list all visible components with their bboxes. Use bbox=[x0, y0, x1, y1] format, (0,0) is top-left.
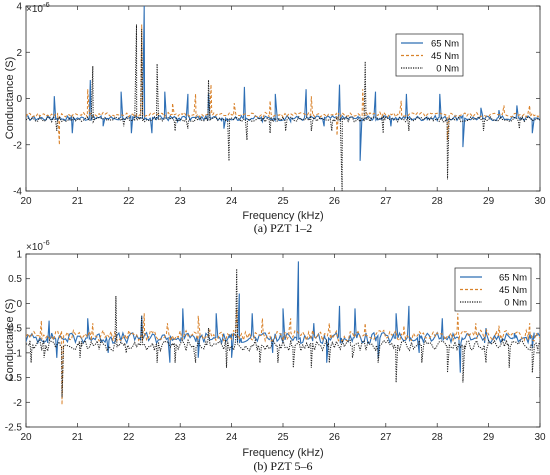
chart-a-x-tick-label: 24 bbox=[226, 196, 238, 207]
chart-a-y-ticks: -4 -2 0 2 4 bbox=[13, 2, 540, 198]
chart-b-x-ticks: 20 21 22 23 24 25 26 27 28 29 30 bbox=[20, 254, 546, 443]
chart-b-y-tick-label: -2 bbox=[13, 398, 22, 409]
chart-b-series-layer bbox=[26, 261, 540, 405]
chart-a-x-tick-label: 27 bbox=[380, 196, 392, 207]
chart-b-x-label: Frequency (kHz) bbox=[242, 447, 323, 459]
chart-b: 20 21 22 23 24 25 26 27 28 29 30 -2.5 -2 -1.5 -1 -0.5 0… bbox=[4, 238, 546, 473]
chart-a-series-line-1 bbox=[26, 24, 540, 145]
chart-a-y-tick-label: 4 bbox=[16, 2, 22, 13]
chart-b-y-tick-label: -2.5 bbox=[5, 423, 23, 434]
chart-a-series-line-0 bbox=[26, 6, 540, 161]
chart-a-x-tick-label: 29 bbox=[483, 196, 495, 207]
chart-b-legend-label: 0 Nm bbox=[504, 298, 527, 309]
chart-a-x-tick-label: 28 bbox=[432, 196, 444, 207]
chart-a-y-tick-label: 2 bbox=[16, 48, 22, 59]
chart-b-legend-label: 65 Nm bbox=[499, 273, 527, 284]
chart-a-y-tick-label: -2 bbox=[13, 140, 22, 151]
chart-a-legend-label: 65 Nm bbox=[431, 39, 459, 50]
chart-b-x-tick-label: 24 bbox=[226, 432, 238, 443]
chart-b-y-tick-label: -1.5 bbox=[5, 373, 23, 384]
chart-a-y-label: Conductance (S) bbox=[4, 57, 16, 140]
chart-b-x-tick-label: 23 bbox=[175, 432, 187, 443]
chart-a-legend-label: 45 Nm bbox=[431, 51, 459, 62]
chart-b-y-tick-label: 1 bbox=[16, 250, 22, 261]
chart-a-legend-label: 0 Nm bbox=[436, 64, 459, 75]
chart-a-series-layer bbox=[26, 6, 540, 191]
chart-a-x-label: Frequency (kHz) bbox=[242, 210, 323, 222]
chart-b-y-tick-label: 0 bbox=[16, 299, 22, 310]
chart-a-x-tick-label: 25 bbox=[277, 196, 289, 207]
chart-b-x-tick-label: 28 bbox=[432, 432, 444, 443]
chart-a-x-tick-label: 20 bbox=[20, 196, 32, 207]
chart-a-y-multiplier: ×10-6 bbox=[26, 0, 50, 15]
chart-a-x-tick-label: 21 bbox=[72, 196, 84, 207]
chart-b-y-ticks: -2.5 -2 -1.5 -1 -0.5 0 0.5 1 bbox=[5, 250, 540, 434]
chart-b-x-tick-label: 22 bbox=[123, 432, 135, 443]
chart-b-x-tick-label: 30 bbox=[534, 432, 546, 443]
chart-a-x-tick-label: 30 bbox=[534, 196, 546, 207]
chart-b-y-label: Conductance (S) bbox=[4, 299, 16, 382]
chart-b-y-tick-label: 0.5 bbox=[8, 274, 22, 285]
chart-b-y-tick-label: -0.5 bbox=[5, 324, 23, 335]
chart-b-x-tick-label: 21 bbox=[72, 432, 84, 443]
chart-a-series-line-2 bbox=[26, 24, 540, 191]
chart-b-series-line-2 bbox=[26, 268, 540, 398]
chart-b-caption: (b) PZT 5–6 bbox=[253, 459, 312, 473]
chart-b-y-multiplier: ×10-6 bbox=[26, 238, 50, 253]
chart-a-caption: (a) PZT 1–2 bbox=[254, 221, 312, 235]
chart-b-x-tick-label: 26 bbox=[329, 432, 341, 443]
chart-b-y-tick-label: -1 bbox=[13, 348, 22, 359]
chart-b-x-tick-label: 27 bbox=[380, 432, 392, 443]
chart-a-y-tick-label: -4 bbox=[13, 187, 22, 198]
chart-a-x-tick-label: 26 bbox=[329, 196, 341, 207]
chart-b-legend-label: 45 Nm bbox=[499, 285, 527, 296]
chart-a-x-tick-label: 23 bbox=[175, 196, 187, 207]
chart-b-x-tick-label: 20 bbox=[20, 432, 32, 443]
chart-a-x-ticks: 20 21 22 23 24 25 26 27 28 29 30 bbox=[20, 6, 546, 207]
chart-b-x-tick-label: 25 bbox=[277, 432, 289, 443]
chart-a-y-tick-label: 0 bbox=[16, 94, 22, 105]
chart-b-x-tick-label: 29 bbox=[483, 432, 495, 443]
chart-b-series-line-0 bbox=[26, 261, 540, 373]
chart-a-x-tick-label: 22 bbox=[123, 196, 135, 207]
